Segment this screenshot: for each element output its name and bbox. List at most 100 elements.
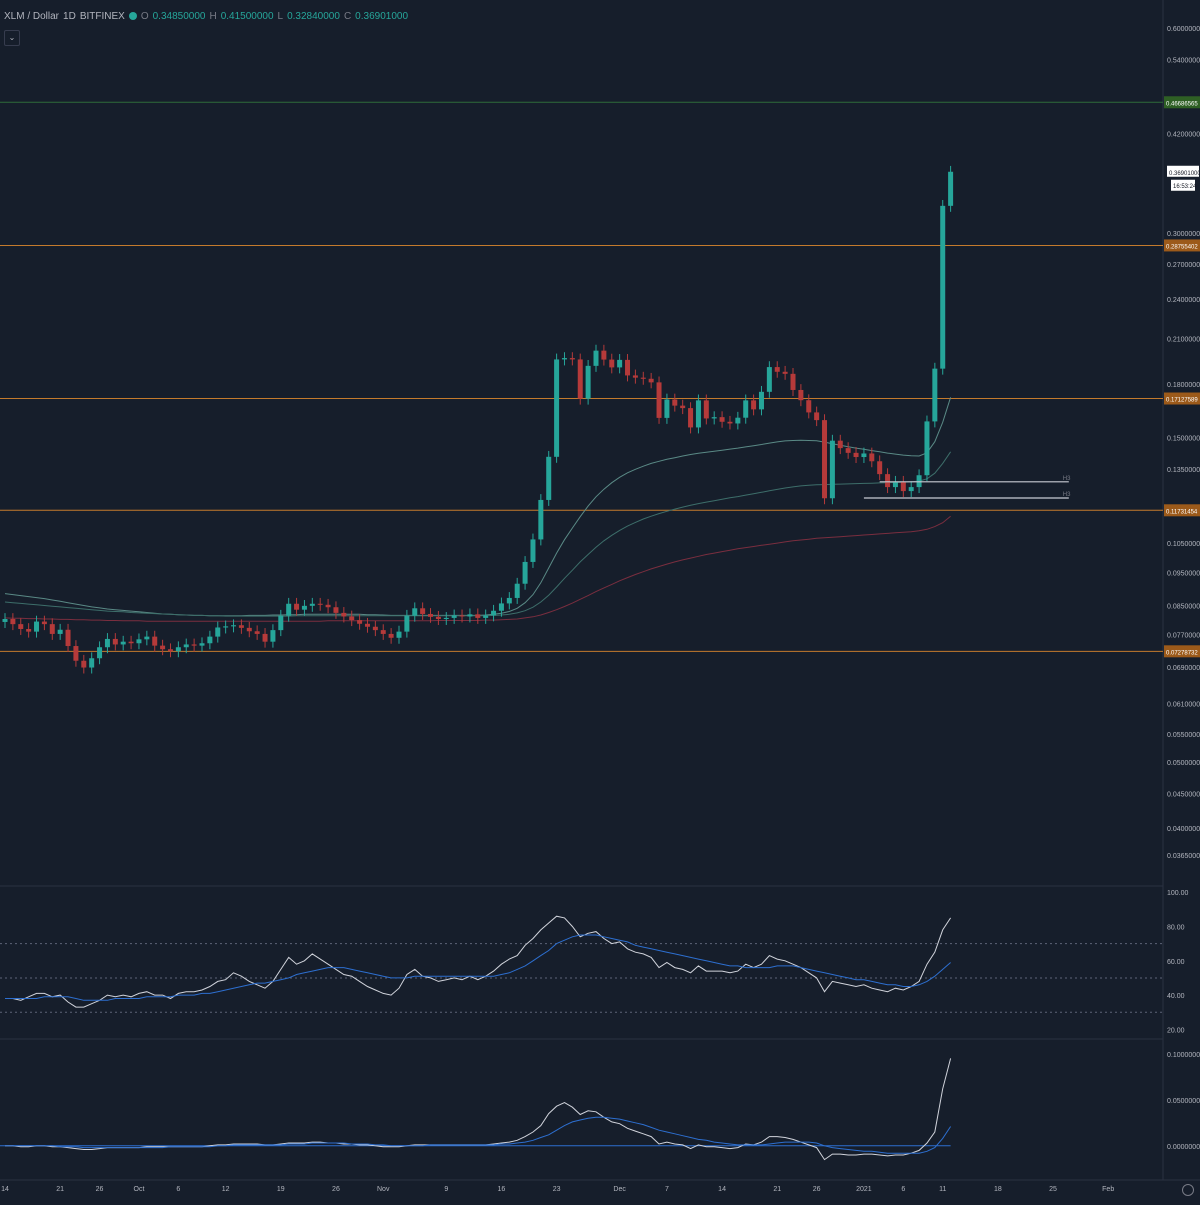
candle-body[interactable]	[514, 583, 520, 598]
candle-body[interactable]	[593, 350, 599, 366]
candle-body[interactable]	[81, 660, 87, 668]
candle-body[interactable]	[152, 636, 158, 646]
candle-body[interactable]	[625, 359, 631, 376]
candle-body[interactable]	[357, 620, 363, 624]
candle-body[interactable]	[104, 638, 110, 648]
candle-body[interactable]	[940, 205, 946, 369]
candle-body[interactable]	[207, 636, 213, 644]
candle-body[interactable]	[428, 613, 434, 617]
candle-body[interactable]	[609, 359, 615, 368]
candle-body[interactable]	[120, 641, 126, 645]
candle-body[interactable]	[530, 539, 536, 562]
candle-body[interactable]	[412, 608, 418, 616]
candle-body[interactable]	[246, 627, 252, 632]
candle-body[interactable]	[128, 641, 134, 644]
candle-body[interactable]	[41, 621, 47, 625]
candle-body[interactable]	[459, 615, 465, 617]
candle-body[interactable]	[711, 417, 717, 419]
candle-body[interactable]	[632, 375, 638, 378]
candle-body[interactable]	[758, 391, 764, 410]
candle-body[interactable]	[160, 645, 166, 650]
candle-body[interactable]	[719, 417, 725, 422]
candle-body[interactable]	[656, 382, 662, 418]
candle-body[interactable]	[167, 649, 173, 652]
candle-body[interactable]	[97, 647, 103, 659]
candle-body[interactable]	[924, 421, 930, 476]
candle-body[interactable]	[869, 453, 875, 462]
candle-body[interactable]	[112, 638, 118, 645]
candle-body[interactable]	[34, 621, 40, 632]
candle-body[interactable]	[798, 389, 804, 401]
candle-body[interactable]	[215, 627, 221, 637]
candle-body[interactable]	[908, 487, 914, 492]
candle-body[interactable]	[648, 378, 654, 383]
candle-body[interactable]	[388, 633, 394, 638]
symbol-name[interactable]: XLM / Dollar	[4, 10, 60, 22]
candle-body[interactable]	[317, 603, 323, 605]
candle-body[interactable]	[506, 597, 512, 604]
candle-body[interactable]	[270, 630, 276, 642]
candle-body[interactable]	[617, 359, 623, 368]
candle-body[interactable]	[262, 633, 268, 642]
candle-body[interactable]	[443, 617, 449, 620]
candle-body[interactable]	[380, 630, 386, 634]
gear-icon[interactable]	[1182, 1184, 1194, 1196]
candle-body[interactable]	[577, 359, 583, 399]
candle-body[interactable]	[735, 417, 741, 424]
candle-body[interactable]	[420, 608, 426, 614]
candle-body[interactable]	[301, 605, 307, 610]
candle-body[interactable]	[853, 452, 859, 458]
candle-body[interactable]	[727, 421, 733, 424]
candle-body[interactable]	[538, 499, 544, 540]
candle-body[interactable]	[569, 358, 575, 360]
candle-body[interactable]	[561, 358, 567, 360]
candle-body[interactable]	[703, 400, 709, 419]
candle-body[interactable]	[782, 371, 788, 374]
candle-body[interactable]	[822, 420, 828, 499]
candle-body[interactable]	[451, 615, 457, 618]
candle-body[interactable]	[640, 377, 646, 379]
candle-body[interactable]	[73, 646, 79, 661]
candle-body[interactable]	[136, 639, 142, 644]
candle-body[interactable]	[491, 610, 497, 616]
candle-body[interactable]	[467, 614, 473, 617]
candle-body[interactable]	[199, 643, 205, 646]
candle-body[interactable]	[837, 440, 843, 449]
candle-body[interactable]	[144, 636, 150, 640]
candle-body[interactable]	[89, 658, 95, 668]
candle-body[interactable]	[751, 400, 757, 410]
candle-body[interactable]	[845, 448, 851, 453]
candle-body[interactable]	[183, 644, 189, 648]
candle-body[interactable]	[498, 603, 504, 611]
candle-body[interactable]	[680, 405, 686, 409]
candle-body[interactable]	[341, 612, 347, 617]
candle-body[interactable]	[546, 456, 552, 500]
candle-body[interactable]	[885, 474, 891, 488]
candle-body[interactable]	[688, 408, 694, 428]
candle-body[interactable]	[278, 615, 284, 631]
candle-body[interactable]	[475, 614, 481, 618]
candle-body[interactable]	[435, 616, 441, 620]
candle-body[interactable]	[10, 619, 16, 625]
candle-body[interactable]	[554, 359, 560, 457]
candle-body[interactable]	[948, 171, 954, 206]
candle-body[interactable]	[766, 367, 772, 392]
candle-body[interactable]	[254, 631, 260, 634]
candle-body[interactable]	[2, 619, 8, 622]
candle-body[interactable]	[743, 400, 749, 418]
candle-body[interactable]	[191, 644, 197, 646]
candle-body[interactable]	[325, 604, 331, 608]
candle-body[interactable]	[829, 440, 835, 499]
interval-label[interactable]: 1D	[63, 10, 76, 22]
candle-body[interactable]	[231, 625, 237, 627]
candle-body[interactable]	[877, 461, 883, 475]
candle-body[interactable]	[664, 399, 670, 418]
candle-body[interactable]	[65, 629, 71, 647]
candle-body[interactable]	[932, 368, 938, 422]
candle-body[interactable]	[900, 481, 906, 492]
candle-body[interactable]	[175, 647, 181, 652]
candle-body[interactable]	[916, 475, 922, 488]
candle-body[interactable]	[18, 624, 24, 629]
candle-body[interactable]	[601, 350, 607, 360]
